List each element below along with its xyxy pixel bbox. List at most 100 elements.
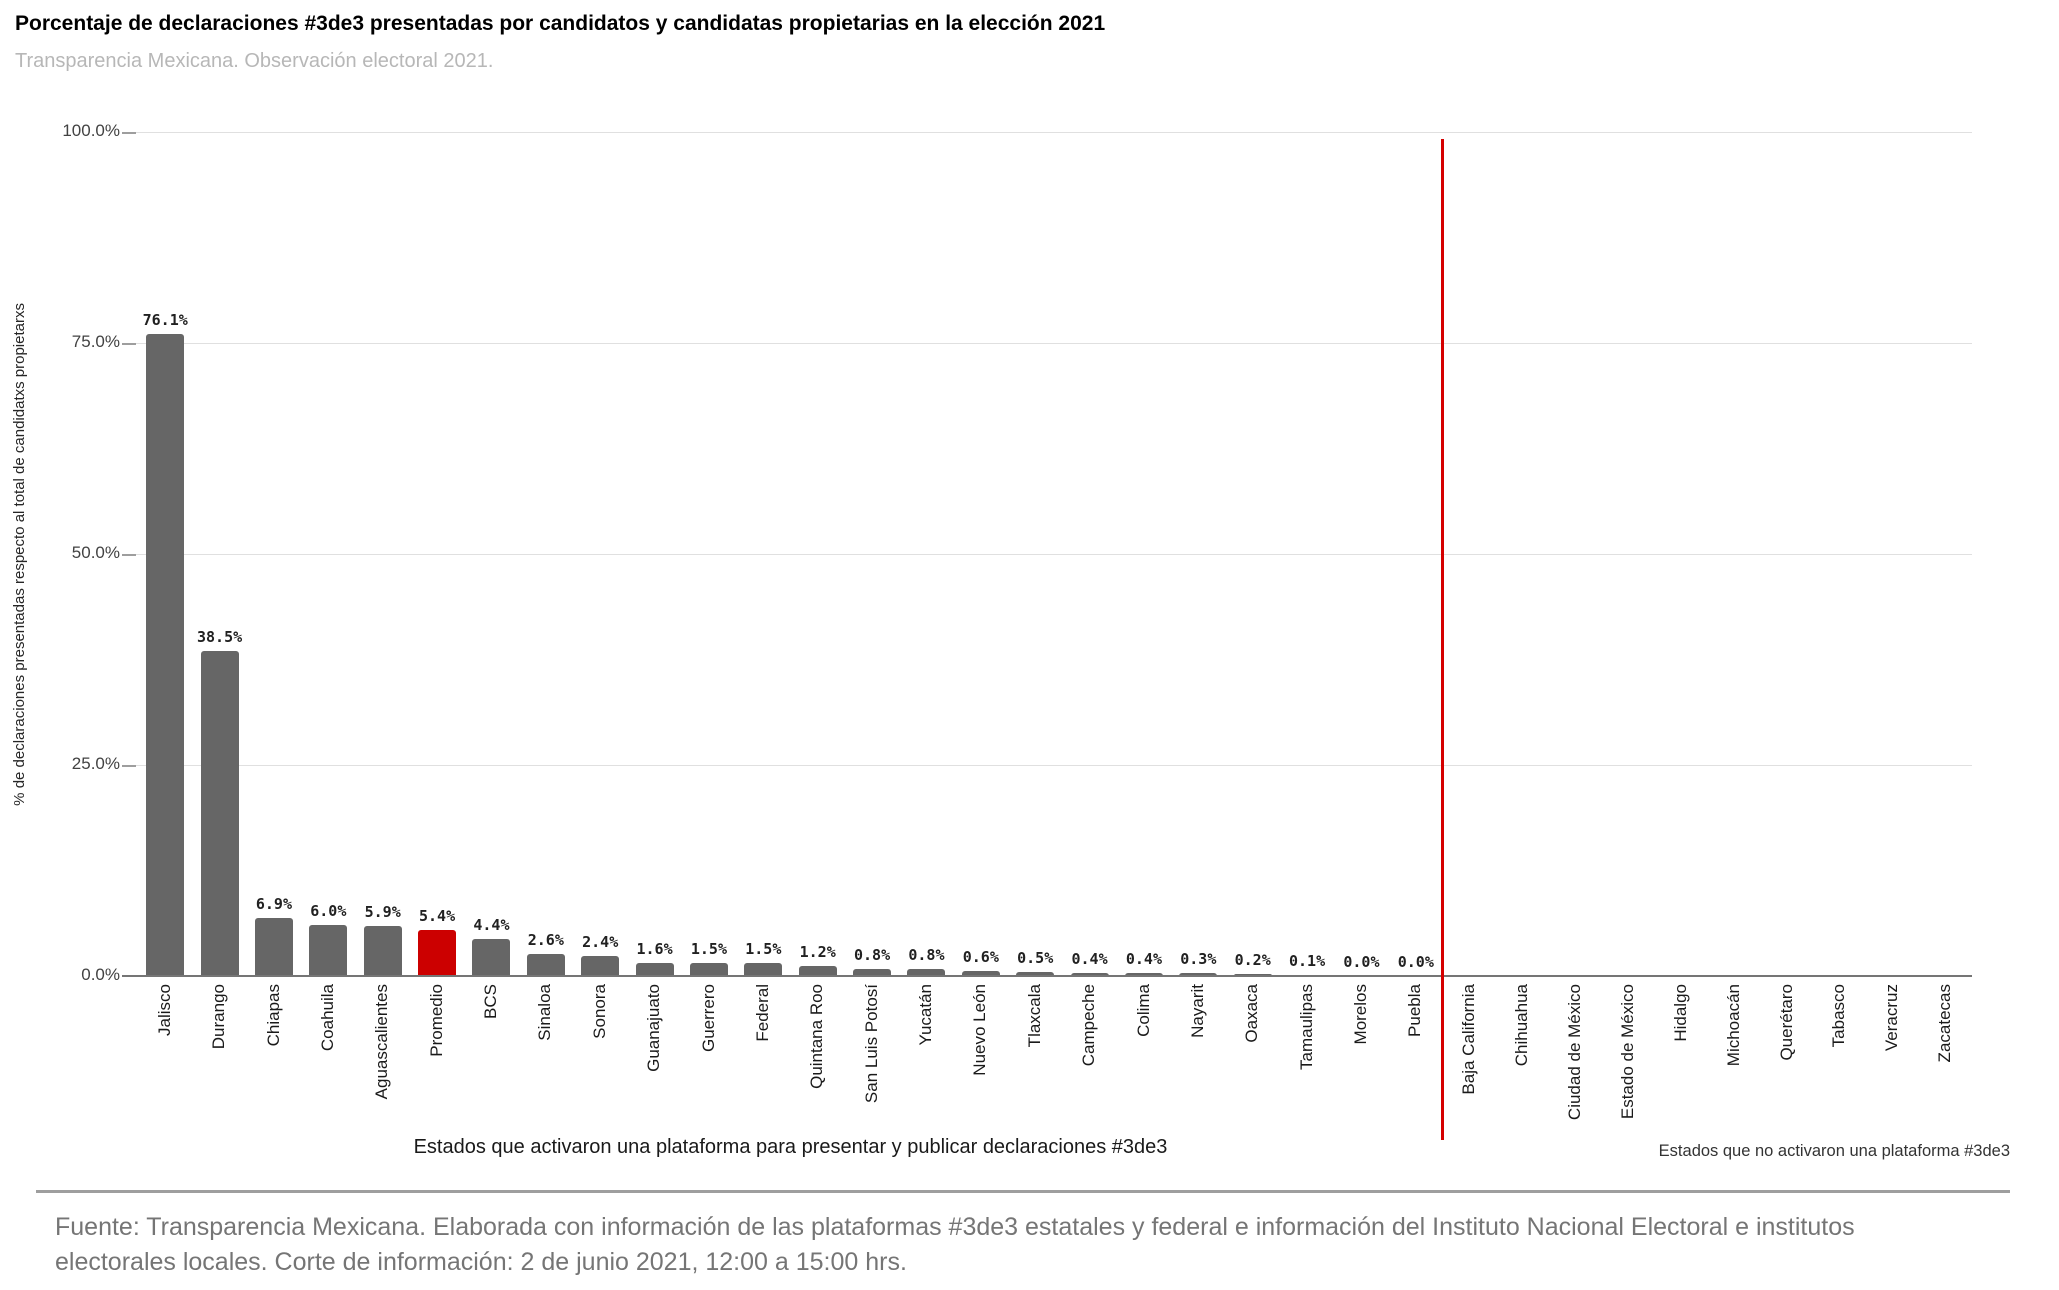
bar-slot-promedio: 5.4% <box>410 132 464 976</box>
x-axis-label-tabasco: Tabasco <box>1829 984 1849 1048</box>
x-label-slot-san-luis-potosi: San Luis Potosí <box>845 984 899 1130</box>
bar-value-label-sonora: 2.4% <box>582 932 619 951</box>
bar-slot-sinaloa: 2.6% <box>519 132 573 976</box>
bar-slot-federal: 1.5% <box>736 132 790 976</box>
bars-group-activated: 76.1% 38.5% 6.9% 6.0% 5.9% 5.4% 4.4% 2.6% 2.4% 1.… <box>138 132 1443 976</box>
x-axis-label-yucatan: Yucatán <box>916 984 936 1046</box>
x-label-slot-chihuahua: Chihuahua <box>1496 984 1549 1130</box>
x-axis-label-morelos: Morelos <box>1351 984 1371 1045</box>
bar-promedio <box>418 930 457 976</box>
x-axis-label-oaxaca: Oaxaca <box>1242 984 1262 1043</box>
bar-slot-sonora: 2.4% <box>573 132 627 976</box>
bar-slot-colima: 0.4% <box>1117 132 1171 976</box>
bar-sonora <box>581 955 620 976</box>
x-axis-label-zacatecas: Zacatecas <box>1935 984 1955 1063</box>
bar-slot-puebla: 0.0% <box>1389 132 1443 976</box>
x-label-slot-quintana-roo: Quintana Roo <box>791 984 845 1130</box>
source-note-line-2: electorales locales. Corte de informació… <box>55 1247 907 1276</box>
bar-slot-coahuila: 6.0% <box>301 132 355 976</box>
x-axis-label-aguascalientes: Aguascalientes <box>372 984 392 1100</box>
bar-colima <box>1124 972 1163 976</box>
x-axis-label-queretaro: Querétaro <box>1776 984 1796 1061</box>
bar-quintana-roo <box>798 965 837 976</box>
x-axis-label-baja-california: Baja California <box>1459 984 1479 1095</box>
x-axis-label-san-luis-potosi: San Luis Potosí <box>861 984 881 1104</box>
bar-slot-quintana-roo: 1.2% <box>791 132 845 976</box>
bar-slot-tlaxcala: 0.5% <box>1008 132 1062 976</box>
x-label-slot-guanajuato: Guanajuato <box>627 984 681 1130</box>
footer-divider <box>36 1190 2010 1193</box>
x-label-slot-aguascalientes: Aguascalientes <box>356 984 410 1130</box>
bar-value-label-puebla: 0.0% <box>1397 953 1434 971</box>
bar-value-label-campeche: 0.4% <box>1071 949 1108 968</box>
bar-value-label-san-luis-potosi: 0.8% <box>854 946 891 965</box>
x-axis-label-sonora: Sonora <box>589 984 609 1039</box>
x-axis-baseline <box>122 975 1972 977</box>
bar-campeche <box>1070 972 1109 976</box>
x-axis-label-campeche: Campeche <box>1079 984 1099 1067</box>
gridline-50 <box>122 554 1972 555</box>
bar-slot-nuevo-leon: 0.6% <box>954 132 1008 976</box>
chart-title: Porcentaje de declaraciones #3de3 presen… <box>15 12 1106 35</box>
bar-value-label-guanajuato: 1.6% <box>636 939 673 958</box>
x-axis-label-chiapas: Chiapas <box>263 984 283 1047</box>
y-axis-tick <box>122 764 136 767</box>
x-label-slot-oaxaca: Oaxaca <box>1226 984 1280 1130</box>
x-axis-label-quintana-roo: Quintana Roo <box>807 984 827 1089</box>
x-label-slot-tabasco: Tabasco <box>1813 984 1866 1130</box>
bar-slot-guanajuato: 1.6% <box>627 132 681 976</box>
bar-slot-jalisco: 76.1% <box>138 132 192 976</box>
x-label-slot-bcs: BCS <box>464 984 518 1130</box>
x-label-slot-hidalgo: Hidalgo <box>1655 984 1708 1130</box>
x-label-slot-michoacan: Michoacán <box>1708 984 1761 1130</box>
x-axis-label-guerrero: Guerrero <box>698 984 718 1053</box>
x-label-slot-jalisco: Jalisco <box>138 984 192 1130</box>
x-label-slot-coahuila: Coahuila <box>301 984 355 1130</box>
bar-value-label-nuevo-leon: 0.6% <box>962 947 999 966</box>
bar-value-label-aguascalientes: 5.9% <box>364 903 401 922</box>
bar-slot-bcs: 4.4% <box>464 132 518 976</box>
bar-value-label-federal: 1.5% <box>745 940 782 959</box>
x-label-slot-queretaro: Querétaro <box>1760 984 1813 1130</box>
x-axis-label-federal: Federal <box>752 984 772 1042</box>
gridline-25 <box>122 765 1972 766</box>
bar-bcs <box>472 938 511 976</box>
x-label-slot-durango: Durango <box>192 984 246 1130</box>
x-axis-label-coahuila: Coahuila <box>317 984 337 1052</box>
gridline-75 <box>122 343 1972 344</box>
x-label-slot-veracruz: Veracruz <box>1866 984 1919 1130</box>
y-axis-tick <box>122 131 136 134</box>
x-label-slot-colima: Colima <box>1117 984 1171 1130</box>
x-label-slot-zacatecas: Zacatecas <box>1919 984 1972 1130</box>
bar-sinaloa <box>526 954 565 976</box>
y-tick-label-75: 75.0% <box>71 332 120 351</box>
bar-slot-chiapas: 6.9% <box>247 132 301 976</box>
x-axis-label-sinaloa: Sinaloa <box>535 984 555 1041</box>
x-label-slot-sinaloa: Sinaloa <box>519 984 573 1130</box>
x-axis-label-tlaxcala: Tlaxcala <box>1024 984 1044 1048</box>
y-axis-tick <box>122 342 136 345</box>
bar-tlaxcala <box>1016 971 1055 976</box>
bar-slot-aguascalientes: 5.9% <box>356 132 410 976</box>
x-axis-label-nayarit: Nayarit <box>1187 984 1207 1038</box>
bar-value-label-morelos: 0.0% <box>1343 953 1380 971</box>
x-axis-label-estado-de-mexico: Estado de México <box>1617 984 1637 1120</box>
bar-guerrero <box>689 963 728 976</box>
bar-federal <box>744 963 783 976</box>
x-label-slot-promedio: Promedio <box>410 984 464 1130</box>
source-note-line-1: Fuente: Transparencia Mexicana. Elaborad… <box>55 1213 1855 1241</box>
x-axis-label-puebla: Puebla <box>1405 984 1425 1037</box>
x-axis-label-colima: Colima <box>1133 984 1153 1037</box>
x-axis-label-hidalgo: Hidalgo <box>1670 984 1690 1042</box>
x-axis-label-durango: Durango <box>209 984 229 1050</box>
x-label-slot-morelos: Morelos <box>1334 984 1388 1130</box>
bar-slot-nayarit: 0.3% <box>1171 132 1225 976</box>
x-label-slot-nuevo-leon: Nuevo León <box>954 984 1008 1130</box>
plot-area <box>122 131 1972 977</box>
x-label-slot-estado-de-mexico: Estado de México <box>1602 984 1655 1130</box>
bar-value-label-tamaulipas: 0.1% <box>1289 952 1326 971</box>
y-axis-tick-labels: 0.0% 25.0% 50.0% 75.0% 100.0% <box>0 0 122 1290</box>
bar-value-label-guerrero: 1.5% <box>690 940 727 959</box>
chart-subtitle: Transparencia Mexicana. Observación elec… <box>15 50 494 72</box>
